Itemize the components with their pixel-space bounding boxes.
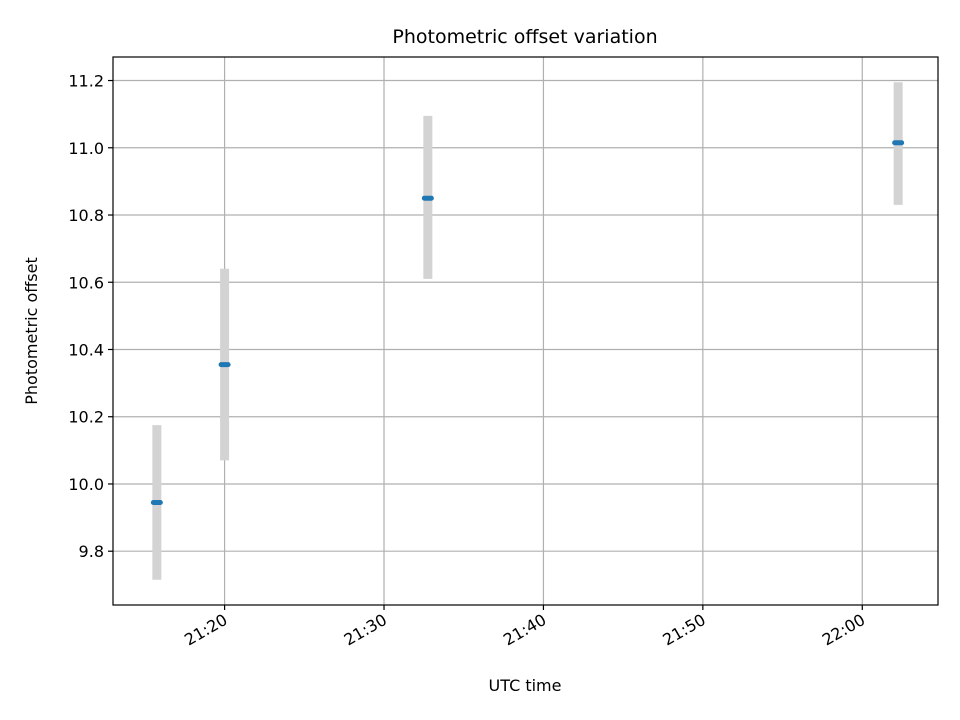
data-points [150,140,905,505]
y-axis-ticks: 9.8 10.0 10.2 10.4 10.6 10.8 11.0 11.2 [68,72,113,561]
y-tick-label: 10.8 [68,206,104,225]
y-tick-label: 11.2 [68,72,104,91]
grid [113,57,938,605]
data-point [218,362,231,368]
chart-title: Photometric offset variation [392,26,657,48]
plot-frame [112,56,939,606]
y-tick-label: 10.2 [68,408,104,427]
y-tick-label: 10.6 [68,273,104,292]
y-tick-label: 10.0 [68,475,104,494]
y-tick-label: 11.0 [68,139,104,158]
y-tick-label: 9.8 [79,542,104,561]
data-point [892,140,905,146]
y-axis-label: Photometric offset [22,257,41,405]
data-point [150,499,163,505]
y-tick-label: 10.4 [68,340,104,359]
x-axis-label: UTC time [489,676,562,695]
data-point [421,195,434,201]
